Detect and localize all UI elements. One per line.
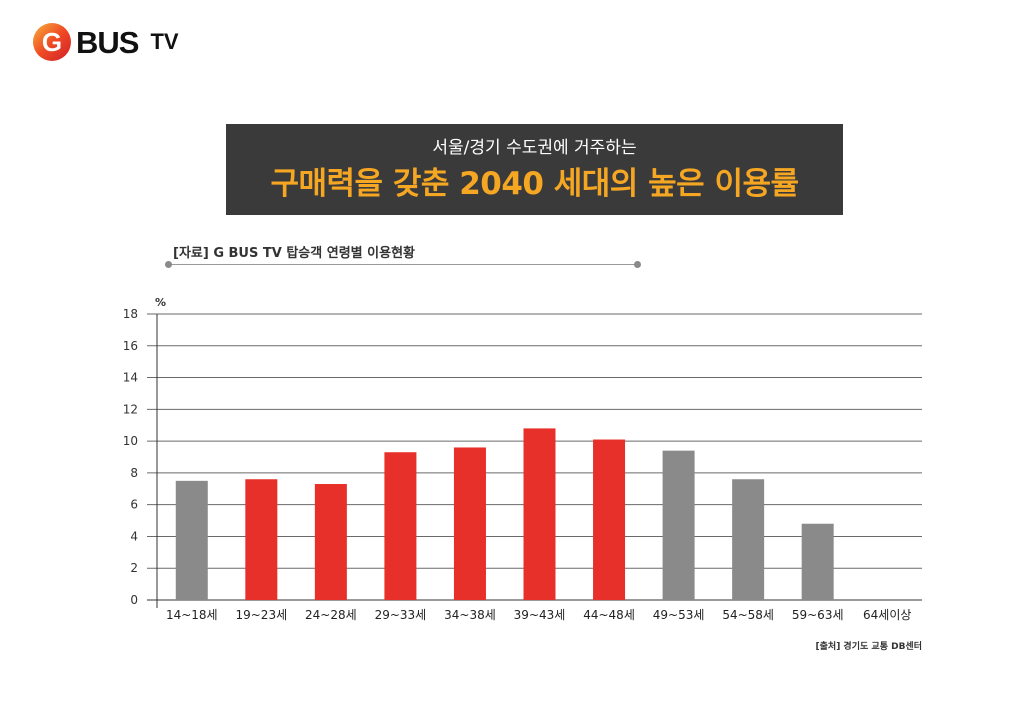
divider-dot-right xyxy=(634,261,641,268)
logo-bus-text: BUS xyxy=(76,24,139,60)
x-tick-label: 44~48세 xyxy=(583,608,635,622)
data-source-label: [자료] G BUS TV 탑승객 연령별 이용현황 xyxy=(173,246,415,261)
logo-tv-text: TV xyxy=(150,29,179,54)
x-tick-label: 64세이상 xyxy=(863,608,911,622)
y-tick-label: 18 xyxy=(123,307,138,321)
y-tick-label: 6 xyxy=(130,498,138,512)
x-tick-label: 14~18세 xyxy=(166,608,218,622)
y-axis-unit: % xyxy=(155,296,166,309)
bar xyxy=(453,447,486,600)
banner-subtitle: 서울/경기 수도권에 거주하는 xyxy=(432,138,637,158)
y-tick-label: 0 xyxy=(130,593,138,607)
g-logo-icon: G xyxy=(33,23,71,61)
banner-title: 구매력을 갖춘 2040 세대의 높은 이용률 xyxy=(270,166,799,202)
y-tick-label: 14 xyxy=(123,371,138,385)
x-tick-label: 49~53세 xyxy=(653,608,705,622)
bar xyxy=(662,450,695,600)
source-credit: [출처] 경기도 교통 DB센터 xyxy=(815,642,922,652)
bar xyxy=(314,484,347,600)
bar xyxy=(732,479,765,600)
x-tick-label: 59~63세 xyxy=(792,608,844,622)
x-tick-label: 54~58세 xyxy=(722,608,774,622)
bar xyxy=(523,428,556,600)
bar xyxy=(593,439,626,600)
y-tick-label: 8 xyxy=(130,466,138,480)
logo: G BUS TV xyxy=(32,22,179,62)
y-tick-label: 10 xyxy=(123,434,138,448)
bar xyxy=(801,523,834,600)
source-divider xyxy=(165,261,641,268)
x-tick-label: 24~28세 xyxy=(305,608,357,622)
bar xyxy=(245,479,278,600)
y-tick-label: 2 xyxy=(130,561,138,575)
bar xyxy=(175,480,208,600)
x-tick-label: 29~33세 xyxy=(375,608,427,622)
divider-dot-left xyxy=(165,261,172,268)
headline-banner: 서울/경기 수도권에 거주하는 구매력을 갖춘 2040 세대의 높은 이용률 xyxy=(226,124,843,215)
y-tick-label: 4 xyxy=(130,529,138,543)
logo-mark-letter: G xyxy=(42,27,62,57)
y-tick-label: 16 xyxy=(123,339,138,353)
y-tick-label: 12 xyxy=(123,402,138,416)
x-tick-label: 19~23세 xyxy=(235,608,287,622)
bar xyxy=(384,452,417,600)
x-tick-label: 39~43세 xyxy=(514,608,566,622)
x-tick-label: 34~38세 xyxy=(444,608,496,622)
